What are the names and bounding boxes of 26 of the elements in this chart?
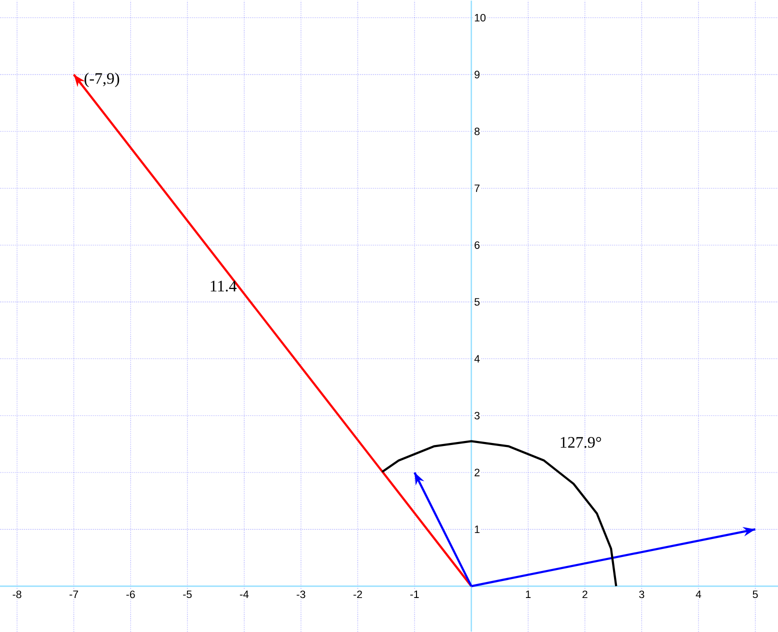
- x-tick-label: -8: [12, 590, 22, 598]
- x-tick-label: 1: [526, 590, 531, 598]
- x-tick-label: -4: [240, 590, 249, 598]
- x-tick-label: -3: [296, 590, 306, 598]
- y-tick-label: 9: [474, 70, 480, 78]
- annotation: 11.4: [210, 280, 237, 292]
- y-tick-label: 8: [474, 127, 480, 136]
- annotation: 127.9°: [560, 436, 602, 448]
- x-tick-label: 5: [752, 590, 758, 598]
- y-tick-label: 6: [474, 241, 480, 249]
- x-tick-label: -5: [183, 590, 192, 598]
- annotation: (-7,9): [84, 72, 120, 87]
- y-tick-label: 4: [474, 354, 480, 362]
- x-tick-label: 2: [582, 590, 588, 598]
- y-tick-label: 1: [474, 525, 480, 533]
- x-tick-label: -2: [354, 590, 362, 598]
- x-tick-label: -7: [70, 590, 78, 598]
- x-tick-label: -6: [126, 590, 135, 598]
- x-tick-label: -1: [410, 590, 419, 598]
- y-tick-label: 10: [474, 14, 486, 22]
- y-tick-label: 3: [474, 412, 480, 420]
- x-tick-label: 4: [696, 590, 702, 598]
- y-tick-label: 5: [474, 298, 480, 306]
- y-tick-label: 2: [474, 468, 480, 476]
- x-tick-label: 3: [639, 590, 644, 598]
- y-tick-label: 7: [474, 184, 480, 192]
